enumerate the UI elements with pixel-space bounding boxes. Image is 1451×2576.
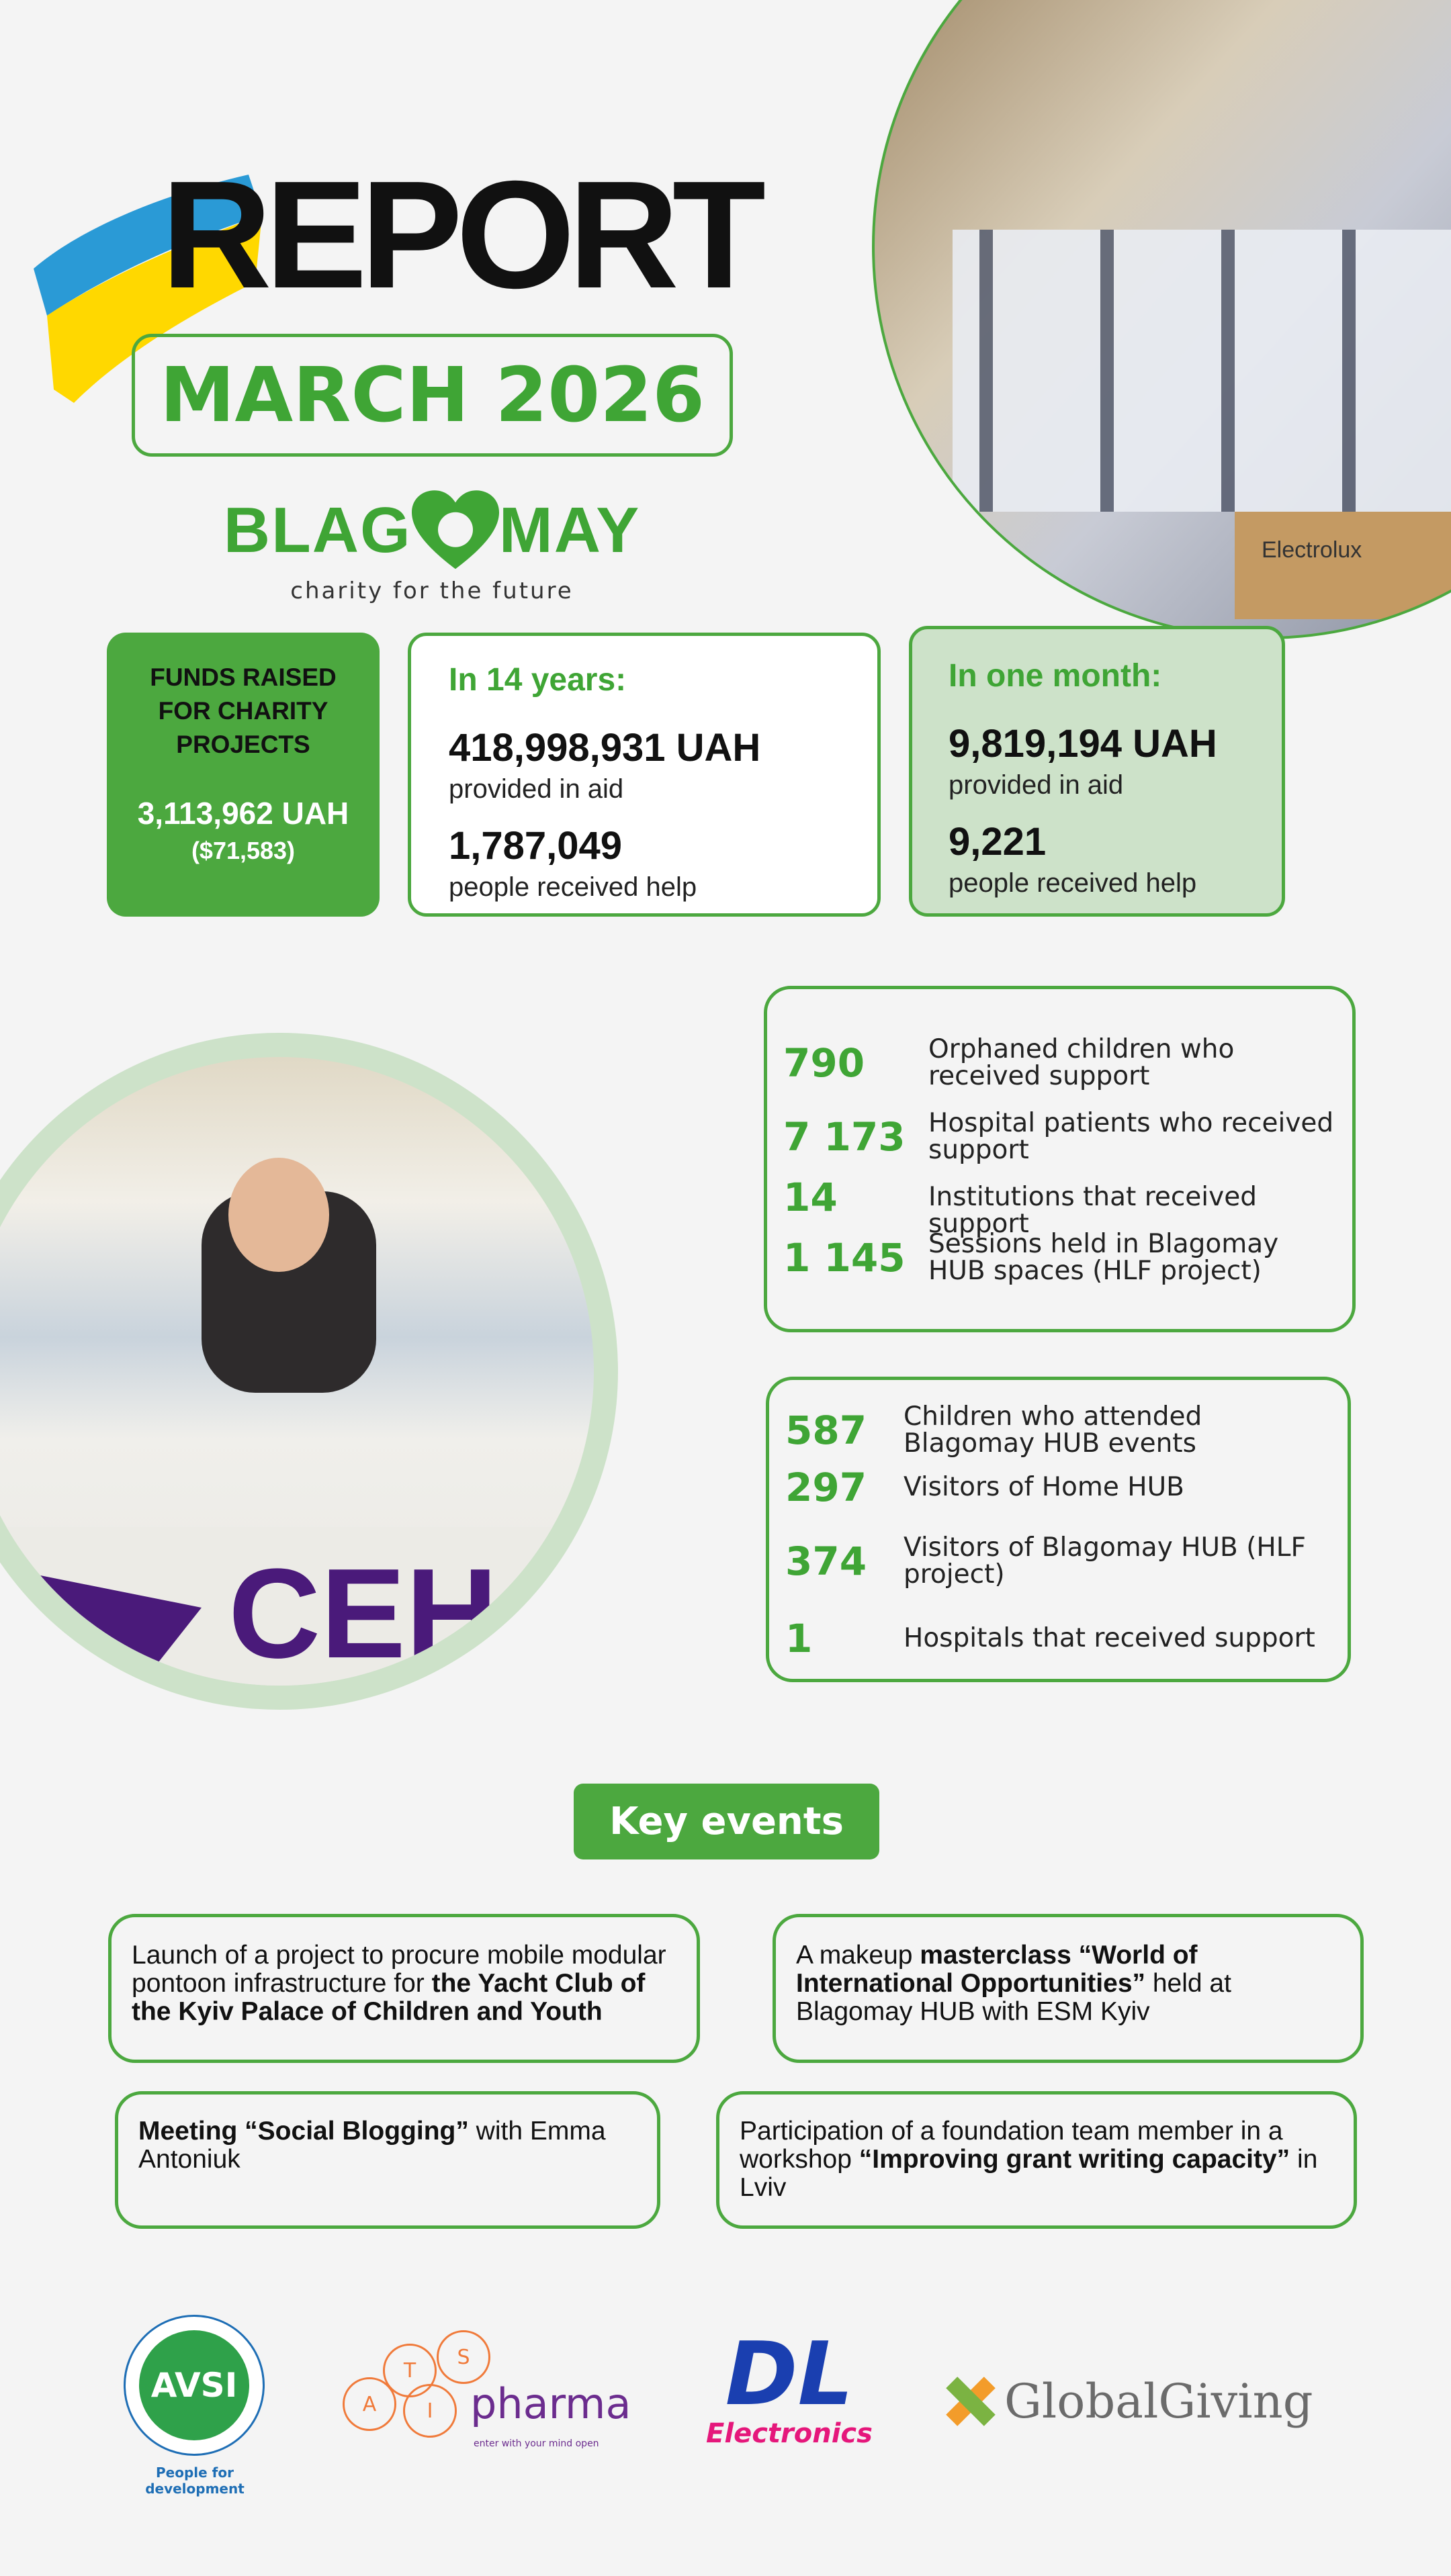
stat-label: Visitors of Home HUB	[904, 1472, 1184, 1502]
avsi-tagline: People for development	[145, 2465, 245, 2497]
event-text-bold: “Improving grant writing capacity”	[859, 2145, 1290, 2174]
stat-number: 297	[785, 1465, 867, 1510]
stat-label: Institutions that received support	[928, 1182, 1257, 1239]
stat-label: Visitors of Blagomay HUB (HLF project)	[904, 1532, 1306, 1590]
event-text-bold: Meeting “Social Blogging”	[138, 2117, 469, 2146]
atis-letter: S	[437, 2330, 490, 2384]
people-label: people received help	[949, 868, 1197, 898]
atis-letter: A	[343, 2377, 396, 2431]
heart-icon	[411, 490, 499, 569]
stat-label: Hospital patients who received support	[928, 1108, 1334, 1165]
card-heading: In one month:	[949, 658, 1162, 694]
report-period: MARCH 2026	[132, 334, 733, 457]
stat-number: 374	[785, 1538, 867, 1584]
stats-list-hub: 587 Children who attended Blagomay HUB ev…	[766, 1377, 1351, 1682]
banner-text: CEH	[228, 1543, 498, 1685]
logo-text-left: BLAG	[223, 494, 412, 566]
funds-title-line: FUNDS RAISED	[150, 663, 337, 691]
globalgiving-mark-icon	[946, 2377, 996, 2426]
people-value: 1,787,049	[449, 824, 623, 868]
dl-subtext: Electronics	[706, 2418, 873, 2449]
event-text: A makeup	[796, 1941, 920, 1970]
box-label: Electrolux	[1262, 537, 1362, 563]
event-text-bold: the Yacht Club of the Kyiv Palace of Chi…	[132, 1969, 646, 2026]
funds-raised-card: FUNDS RAISED FOR CHARITY PROJECTS 3,113,…	[107, 633, 380, 917]
stat-label: Children who attended Blagomay HUB event…	[904, 1401, 1202, 1459]
stat-number: 1 145	[783, 1235, 906, 1281]
event-text: Participation of a foundation team membe…	[740, 2117, 1283, 2174]
brand-tagline: charity for the future	[290, 578, 574, 604]
aid-label: provided in aid	[449, 774, 624, 804]
stat-label: Orphaned children who received support	[928, 1034, 1235, 1091]
dl-text: DL	[725, 2323, 854, 2425]
dl-electronics-logo: DL Electronics	[695, 2330, 883, 2465]
aid-value: 9,819,194 UAH	[949, 722, 1217, 766]
pharma-text: pharma	[470, 2379, 631, 2428]
stat-number: 790	[783, 1040, 865, 1086]
event-card: Launch of a project to procure mobile mo…	[108, 1914, 700, 2063]
event-text: held at Blagomay HUB with ESM Kyiv	[796, 1969, 1231, 2026]
event-text: Launch of a project to procure mobile mo…	[132, 1941, 666, 1998]
report-title: REPORT	[161, 150, 766, 320]
key-events-heading: Key events	[574, 1784, 879, 1859]
one-month-card: In one month: 9,819,194 UAH provided in …	[909, 626, 1285, 917]
fourteen-years-card: In 14 years: 418,998,931 UAH provided in…	[408, 633, 881, 917]
funds-value: 3,113,962 UAH	[137, 796, 349, 831]
stats-list-support: 790 Orphaned children who received suppor…	[764, 986, 1356, 1332]
people-label: people received help	[449, 872, 697, 902]
event-card: Participation of a foundation team membe…	[716, 2091, 1357, 2229]
globalgiving-logo: GlobalGiving	[944, 2374, 1313, 2429]
children-with-blankets-photo: Electrolux	[872, 0, 1451, 639]
event-card: Meeting “Social Blogging” with Emma Anto…	[115, 2091, 660, 2229]
funds-usd: ($71,583)	[191, 837, 296, 864]
event-text: with Emma Antoniuk	[138, 2117, 606, 2174]
pharma-tagline: enter with your mind open	[474, 2438, 599, 2449]
atis-letter: I	[403, 2384, 457, 2438]
funds-title-line: PROJECTS	[176, 731, 310, 758]
stat-number: 1	[785, 1616, 813, 1661]
stat-label: Hospitals that received support	[904, 1623, 1315, 1653]
aid-label: provided in aid	[949, 770, 1124, 800]
blagomay-logo: BLAG MAY	[214, 484, 650, 578]
child-ball-pit-photo: CEH	[0, 1033, 618, 1710]
event-text: in Lviv	[740, 2145, 1318, 2202]
ukraine-flag-brushstroke	[34, 175, 262, 403]
avsi-text: AVSI	[139, 2330, 249, 2440]
stat-number: 7 173	[783, 1114, 906, 1160]
card-heading: In 14 years:	[449, 662, 627, 698]
stat-number: 14	[783, 1175, 838, 1220]
event-card: A makeup masterclass “World of Internati…	[773, 1914, 1364, 2063]
globalgiving-text: GlobalGiving	[1004, 2374, 1313, 2429]
avsi-logo: AVSI	[124, 2315, 265, 2456]
aid-value: 418,998,931 UAH	[449, 726, 761, 770]
funds-title-line: FOR CHARITY	[158, 697, 328, 725]
event-text-bold: masterclass “World of International Oppo…	[796, 1941, 1198, 1998]
logo-text-right: MAY	[498, 494, 641, 566]
atis-pharma-logo: A T I S pharma enter with your mind open	[329, 2330, 631, 2458]
stat-label: Sessions held in Blagomay HUB spaces (HL…	[928, 1229, 1279, 1286]
people-value: 9,221	[949, 820, 1047, 864]
stat-number: 587	[785, 1408, 867, 1453]
